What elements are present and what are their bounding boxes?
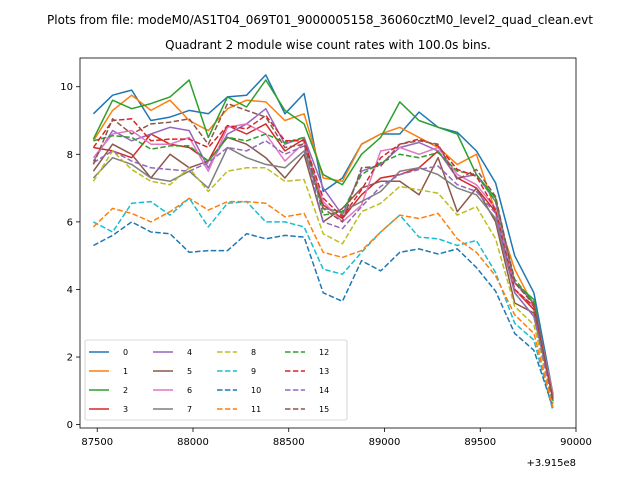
series-line-12 xyxy=(93,133,554,402)
x-tick-label: 88000 xyxy=(177,437,209,448)
y-tick-label: 2 xyxy=(67,353,73,364)
legend-label-13: 13 xyxy=(319,367,329,376)
series-line-13 xyxy=(92,114,554,400)
legend-label-8: 8 xyxy=(251,348,256,357)
series-line-15 xyxy=(92,102,554,402)
x-axis-ticks: 87500 88000 88500 89000 89500 90000 xyxy=(81,428,592,448)
legend-label-2: 2 xyxy=(123,386,128,395)
series-line-8 xyxy=(92,150,554,405)
legend-box xyxy=(84,339,348,421)
legend-label-7: 7 xyxy=(187,405,192,414)
series-line-10 xyxy=(93,221,554,408)
series-line-14 xyxy=(93,140,554,403)
legend-label-0: 0 xyxy=(123,348,128,357)
series-line-6 xyxy=(92,123,554,397)
y-axis-ticks: 0 2 4 6 8 10 xyxy=(60,82,80,431)
figure-suptitle: Plots from file: modeM0/AS1T04_069T01_90… xyxy=(47,13,593,27)
legend-label-6: 6 xyxy=(187,386,192,395)
x-tick-label: 89000 xyxy=(369,437,401,448)
legend-label-10: 10 xyxy=(251,386,261,395)
y-tick-label: 4 xyxy=(67,285,73,296)
axes-frame xyxy=(79,57,577,429)
x-tick-label: 87500 xyxy=(81,437,113,448)
legend-label-11: 11 xyxy=(251,405,261,414)
series-line-9 xyxy=(93,197,554,412)
y-tick-label: 0 xyxy=(67,420,73,431)
x-tick-label: 90000 xyxy=(560,437,592,448)
series-line-1 xyxy=(92,94,554,395)
series-lines xyxy=(92,74,554,412)
series-line-11 xyxy=(92,197,554,408)
chart-title: Quadrant 2 module wise count rates with … xyxy=(165,38,491,52)
x-tick-label: 88500 xyxy=(273,437,305,448)
y-tick-label: 6 xyxy=(67,217,73,228)
x-tick-label: 89500 xyxy=(464,437,496,448)
legend-label-9: 9 xyxy=(251,367,256,376)
legend-label-3: 3 xyxy=(123,405,128,414)
legend-label-12: 12 xyxy=(319,348,329,357)
legend-label-5: 5 xyxy=(187,367,192,376)
y-tick-label: 10 xyxy=(60,82,73,93)
legend-label-4: 4 xyxy=(187,348,192,357)
y-tick-label: 8 xyxy=(67,150,73,161)
series-line-0 xyxy=(92,74,554,395)
x-offset-label: +3.915e8 xyxy=(526,458,576,469)
legend-label-1: 1 xyxy=(123,367,128,376)
legend-label-14: 14 xyxy=(319,386,329,395)
legend-label-15: 15 xyxy=(319,405,329,414)
